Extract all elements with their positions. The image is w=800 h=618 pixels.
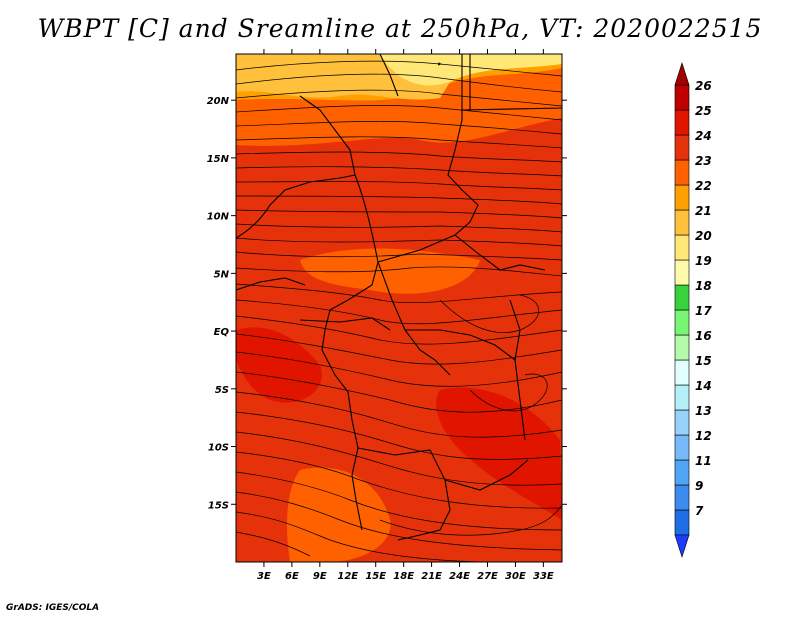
colorbar-under-triangle — [674, 534, 690, 558]
field-region-23-24-south — [287, 467, 391, 562]
lon-tick-label: 24E — [449, 571, 470, 582]
field-region-22-23 — [236, 68, 562, 146]
map-title: WBPT [C] and Sreamline at 250hPa, VT: 20… — [37, 14, 763, 43]
field-region-23-24-mid — [300, 248, 480, 294]
lon-tick-label: 3E — [257, 571, 271, 582]
colorbar-label: 16 — [695, 329, 712, 343]
colorbar-over-triangle — [674, 62, 690, 86]
lon-tick-label: 12E — [337, 571, 358, 582]
colorbar-swatch — [674, 209, 690, 236]
lat-tick-label: 15N — [207, 154, 230, 165]
colorbar-label: 9 — [695, 479, 703, 493]
colorbar-label: 24 — [695, 129, 712, 143]
longitude-axis: 3E 6E 9E 12E 15E 18E 21E 24E 27E 30E 33E — [257, 49, 554, 582]
lat-tick-label: EQ — [214, 327, 230, 338]
lat-tick-label: 10S — [208, 443, 229, 454]
colorbar-label: 22 — [695, 179, 712, 193]
colorbar-swatch — [674, 259, 690, 286]
colorbar-label: 19 — [695, 254, 712, 268]
lon-tick-label: 18E — [393, 571, 414, 582]
colorbar-label: 17 — [695, 304, 712, 318]
lat-tick-label: 5N — [214, 269, 230, 280]
lon-tick-label: 27E — [477, 571, 498, 582]
colorbar-label: 7 — [695, 504, 704, 518]
colorbar-swatch — [674, 309, 690, 336]
field-region-24-25-east — [436, 387, 562, 520]
colorbar-swatch — [674, 509, 690, 536]
field-region-19-20 — [380, 54, 562, 86]
streamlines — [236, 60, 562, 562]
country-boundaries — [236, 54, 562, 541]
colorbar-swatch — [674, 184, 690, 211]
map-frame — [235, 53, 563, 563]
colorbar-swatch — [674, 159, 690, 186]
field-region-24-25 — [236, 327, 322, 403]
colorbar-label: 11 — [695, 454, 712, 468]
colorbar-swatch — [674, 484, 690, 511]
colorbar-label: 26 — [695, 79, 712, 93]
lon-tick-label: 9E — [313, 571, 327, 582]
colorbar-label: 15 — [695, 354, 712, 368]
colorbar-swatch — [674, 109, 690, 136]
field-region-20-21 — [236, 54, 450, 100]
lon-tick-label: 15E — [365, 571, 386, 582]
lat-tick-label: 10N — [207, 212, 230, 223]
colorbar-swatch — [674, 284, 690, 311]
colorbar-swatch — [674, 384, 690, 411]
colorbar-label: 14 — [695, 379, 712, 393]
colorbar: 7 9 11 12 13 14 15 16 17 18 19 20 21 22 23 24 25 26 — [674, 62, 712, 558]
lat-tick-label: 15S — [208, 500, 229, 511]
colorbar-label: 23 — [695, 154, 712, 168]
lon-tick-label: 6E — [285, 571, 299, 582]
latitude-axis: 20N 15N 10N 5N EQ 5S 10S 15S — [207, 96, 567, 511]
colorbar-label: 18 — [695, 279, 712, 293]
colorbar-label: 25 — [695, 104, 712, 118]
lon-tick-label: 30E — [505, 571, 526, 582]
colorbar-label: 12 — [695, 429, 712, 443]
colorbar-label: 13 — [695, 404, 712, 418]
colorbar-label: 20 — [695, 229, 712, 243]
map-plot-area — [236, 54, 562, 562]
lat-tick-label: 20N — [207, 96, 230, 107]
lon-tick-label: 33E — [533, 571, 554, 582]
lat-tick-label: 5S — [215, 385, 229, 396]
colorbar-swatch — [674, 84, 690, 111]
colorbar-swatch — [674, 434, 690, 461]
colorbar-swatch — [674, 234, 690, 261]
colorbar-swatch — [674, 459, 690, 486]
colorbar-swatch — [674, 359, 690, 386]
colorbar-swatch — [674, 134, 690, 161]
colorbar-swatch — [674, 334, 690, 361]
colorbar-label: 21 — [695, 204, 712, 218]
colorbar-swatch — [674, 409, 690, 436]
grads-credit: GrADS: IGES/COLA — [6, 603, 100, 613]
lon-tick-label: 21E — [421, 571, 442, 582]
